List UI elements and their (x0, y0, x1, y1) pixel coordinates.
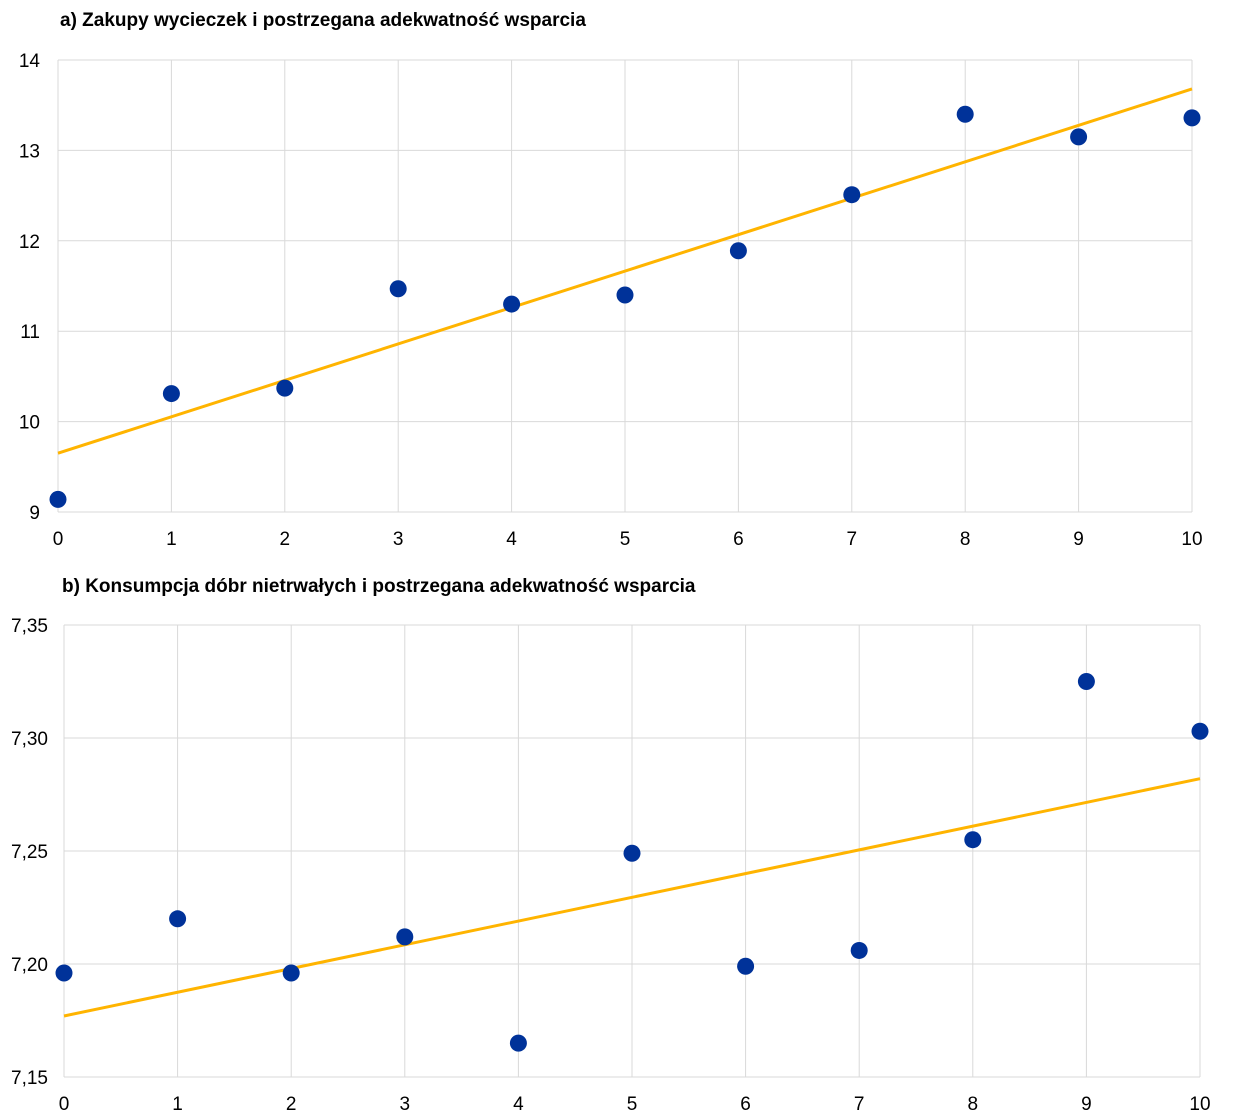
chart-b-x-tick-label: 2 (286, 1094, 297, 1115)
chart-b-x-tick-label: 4 (513, 1094, 524, 1115)
chart-b-y-tick-label: 7,30 (11, 729, 48, 750)
chart-a-trend-line (57, 87, 1193, 455)
chart-a-x-tick-label: 0 (53, 529, 64, 550)
chart-b-data-point (1077, 673, 1095, 690)
chart-b-x-tick-label: 5 (627, 1094, 638, 1115)
chart-b-y-tick-label: 7,25 (11, 842, 48, 863)
chart-a-data-point (1070, 128, 1088, 146)
chart-a-data-point (729, 242, 747, 260)
chart-a-data-point (162, 385, 180, 403)
chart-a-x-tick-label: 6 (733, 529, 744, 550)
chart-a-x-tick-label: 5 (620, 529, 631, 550)
chart-b-data-point (396, 928, 414, 946)
chart-a-y-tick-label: 12 (19, 232, 40, 253)
chart-a-x-tick-label: 7 (847, 529, 858, 550)
chart-b-x-tick-label: 8 (968, 1094, 979, 1115)
chart-b-data-point (282, 964, 300, 982)
chart-a-x-tick-label: 10 (1181, 529, 1202, 550)
chart-a-y-tick-label: 11 (20, 322, 40, 343)
chart-a-title: a) Zakupy wycieczek i postrzegana adekwa… (60, 10, 586, 31)
chart-b-data-point (964, 831, 982, 849)
chart-a-data-point (49, 490, 67, 508)
chart-a-x-tick-label: 3 (393, 529, 404, 550)
chart-a-y-tick-label: 13 (19, 141, 40, 162)
chart-b-trend-line (63, 777, 1201, 1018)
chart-b-plot: 0 1 2 3 4 5 6 7 8 9 10 7,15 7,20 7,25 7,30 7,35 (11, 616, 1211, 1115)
chart-a-data-point (843, 186, 861, 204)
chart-b-data-point (169, 910, 187, 928)
chart-b-data-point (623, 844, 641, 862)
chart-a-data-point (956, 105, 974, 123)
chart-b-y-tick-label: 7,35 (11, 616, 48, 637)
chart-b-x-tick-label: 9 (1081, 1094, 1092, 1115)
chart-a-x-tick-label: 1 (166, 529, 177, 550)
chart-a-y-tick-label: 10 (19, 413, 40, 434)
chart-b-data-point (737, 957, 755, 975)
chart-a-data-point (389, 280, 407, 298)
chart-b-x-tick-label: 3 (400, 1094, 411, 1115)
chart-b-x-tick-label: 7 (854, 1094, 865, 1115)
chart-a-data-point (276, 379, 294, 397)
chart-b-title: b) Konsumpcja dóbr nietrwałych i postrze… (62, 576, 696, 597)
chart-b-data-point (1191, 722, 1209, 740)
chart-b-x-tick-label: 1 (172, 1094, 183, 1115)
chart-a-x-tick-label: 2 (280, 529, 291, 550)
chart-b-data-point (850, 941, 868, 959)
chart-b-data-point (509, 1034, 527, 1052)
chart-b-x-tick-label: 10 (1189, 1094, 1210, 1115)
chart-b-x-tick-label: 6 (740, 1094, 751, 1115)
chart-a-x-tick-label: 8 (960, 529, 971, 550)
chart-a-data-point (503, 295, 521, 313)
chart-a-data-point (616, 286, 634, 304)
chart-a-data-point (1183, 109, 1201, 127)
chart-b-y-tick-label: 7,15 (11, 1068, 48, 1089)
chart-b-y-tick-label: 7,20 (11, 955, 48, 976)
chart-b-data-point (55, 964, 73, 982)
chart-a-x-tick-label: 9 (1073, 529, 1084, 550)
chart-b-x-tick-label: 0 (59, 1094, 70, 1115)
chart-a-y-tick-label: 14 (19, 51, 41, 72)
chart-a-y-tick-label: 9 (29, 503, 40, 524)
chart-a-x-tick-label: 4 (506, 529, 517, 550)
